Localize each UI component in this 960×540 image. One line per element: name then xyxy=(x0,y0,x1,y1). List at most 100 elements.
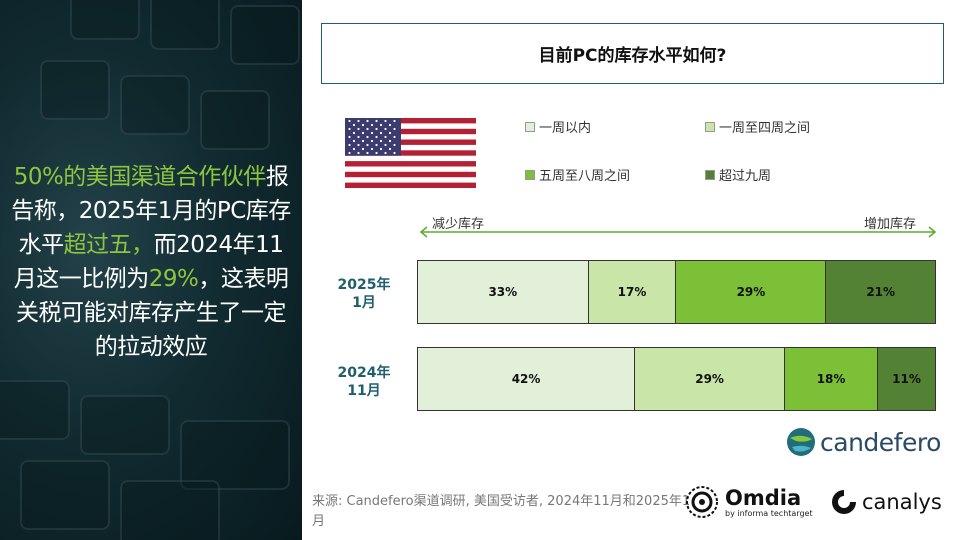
keyboard-key xyxy=(120,480,220,540)
bar-row-2024-11: 42% 29% 18% 11% xyxy=(417,347,936,411)
flag-star xyxy=(393,143,396,147)
flag-star xyxy=(352,147,356,151)
headline-text: ，这表明关税可能对库存产生了一定的拉动效应 xyxy=(16,266,289,360)
row-label-2025-01: 2025年 1月 xyxy=(324,276,404,312)
flag-star xyxy=(370,139,374,143)
flag-star xyxy=(379,147,383,151)
flag-star xyxy=(375,151,378,155)
flag-star xyxy=(384,127,387,131)
flag-star xyxy=(366,127,369,131)
canalys-logo: canalys xyxy=(830,488,942,516)
title-box: 目前PC的库存水平如何? xyxy=(321,23,944,84)
bar-data-label: 17% xyxy=(617,285,647,299)
row-label-line: 2024年 xyxy=(337,365,391,381)
flag-star xyxy=(348,143,351,147)
bar-data-label: 11% xyxy=(892,372,921,386)
bar-segment: 33% xyxy=(418,261,589,323)
bar-segment: 21% xyxy=(826,261,935,323)
flag-star xyxy=(366,143,369,147)
omdia-wordmark: Omdia xyxy=(725,485,802,510)
legend-label: 一周至四周之间 xyxy=(719,121,811,136)
omdia-tagline: by informa techtarget xyxy=(725,508,813,518)
flag-star xyxy=(379,139,383,143)
flag-star xyxy=(388,131,392,135)
left-panel: 50%的美国渠道合作伙伴报告称，2025年1月的PC库存水平超过五，而2024年… xyxy=(0,0,302,540)
flag-star xyxy=(384,119,387,123)
chart-title: 目前PC的库存水平如何? xyxy=(538,46,727,66)
flag-star xyxy=(361,123,365,127)
flag-star xyxy=(357,151,360,155)
flag-star xyxy=(370,123,374,127)
row-label-line: 11月 xyxy=(347,383,381,399)
omdia-logo: Omdia by informa techtarget xyxy=(684,484,813,520)
flag-star xyxy=(352,123,356,127)
flag-star xyxy=(348,151,351,155)
keyboard-key xyxy=(70,0,140,40)
flag-star xyxy=(348,119,351,123)
bar-data-label: 21% xyxy=(866,285,896,299)
bar-segment: 11% xyxy=(878,348,935,410)
keyboard-key xyxy=(0,380,70,440)
bar-data-label: 18% xyxy=(816,372,846,386)
bar-segment: 17% xyxy=(588,261,677,323)
legend-swatch xyxy=(705,121,715,132)
bar-segment: 29% xyxy=(635,348,786,410)
legend-item: 超过九周 xyxy=(705,165,771,184)
keyboard-key xyxy=(80,395,170,455)
panel-divider xyxy=(302,0,304,540)
flag-star xyxy=(379,131,383,135)
legend-swatch xyxy=(525,121,535,132)
keyboard-key xyxy=(20,460,110,530)
bar-row-2025-01: 33% 17% 29% 21% xyxy=(417,260,936,324)
headline-text: 报告称，2025年1月的PC库存水平 xyxy=(11,164,291,258)
headline-text: 而2024年11月这一比例为 xyxy=(13,232,284,292)
source-note: 来源: Candefero渠道调研, 美国受访者, 2024年11月和2025年… xyxy=(312,494,691,529)
flag-star xyxy=(375,143,378,147)
legend-label: 超过九周 xyxy=(719,169,772,184)
legend-label: 五周至八周之间 xyxy=(539,169,631,184)
flag-star xyxy=(361,147,365,151)
globe-icon xyxy=(787,428,815,456)
flag-star xyxy=(393,119,396,123)
keyboard-key xyxy=(180,420,290,490)
flag-star xyxy=(352,139,356,143)
flag-star xyxy=(388,123,392,127)
flag-star xyxy=(366,151,369,155)
keyboard-key xyxy=(200,90,270,150)
legend-label: 一周以内 xyxy=(539,121,592,136)
canalys-wordmark: canalys xyxy=(862,490,942,514)
flag-star xyxy=(366,135,369,139)
flag-star xyxy=(348,127,351,131)
headline-highlight: 超过五， xyxy=(63,232,155,258)
keyboard-key xyxy=(40,60,110,120)
keyboard-key xyxy=(150,0,220,50)
keyboard-key xyxy=(120,75,190,135)
bar-segment: 18% xyxy=(785,348,879,410)
candefero-logo: candefero xyxy=(786,427,941,457)
flag-star xyxy=(393,151,396,155)
row-label-line: 1月 xyxy=(352,295,376,311)
flag-star xyxy=(393,135,396,139)
canalys-mark-icon xyxy=(832,490,856,514)
row-label-2024-11: 2024年 11月 xyxy=(324,364,404,400)
bar-data-label: 33% xyxy=(488,285,518,299)
flag-star xyxy=(379,123,383,127)
double-arrow-icon xyxy=(419,226,937,238)
candefero-wordmark: candefero xyxy=(820,427,941,457)
flag-star xyxy=(366,119,369,123)
flag-star xyxy=(384,143,387,147)
flag-star xyxy=(375,135,378,139)
legend-item: 一周以内 xyxy=(525,117,591,136)
bar-data-label: 29% xyxy=(736,285,766,299)
flag-star xyxy=(375,119,378,123)
flag-star xyxy=(370,147,374,151)
headline-highlight: 50%的美国渠道合作伙伴 xyxy=(13,164,267,190)
bar-segment: 42% xyxy=(418,348,636,410)
decrease-inventory-label: 减少库存 xyxy=(432,217,485,232)
bar-data-label: 42% xyxy=(511,372,541,386)
row-label-line: 2025年 xyxy=(337,277,391,293)
keyboard-key xyxy=(230,5,300,65)
headline: 50%的美国渠道合作伙伴报告称，2025年1月的PC库存水平超过五，而2024年… xyxy=(8,160,294,364)
omdia-mark-icon xyxy=(686,486,718,518)
flag-star xyxy=(357,143,360,147)
